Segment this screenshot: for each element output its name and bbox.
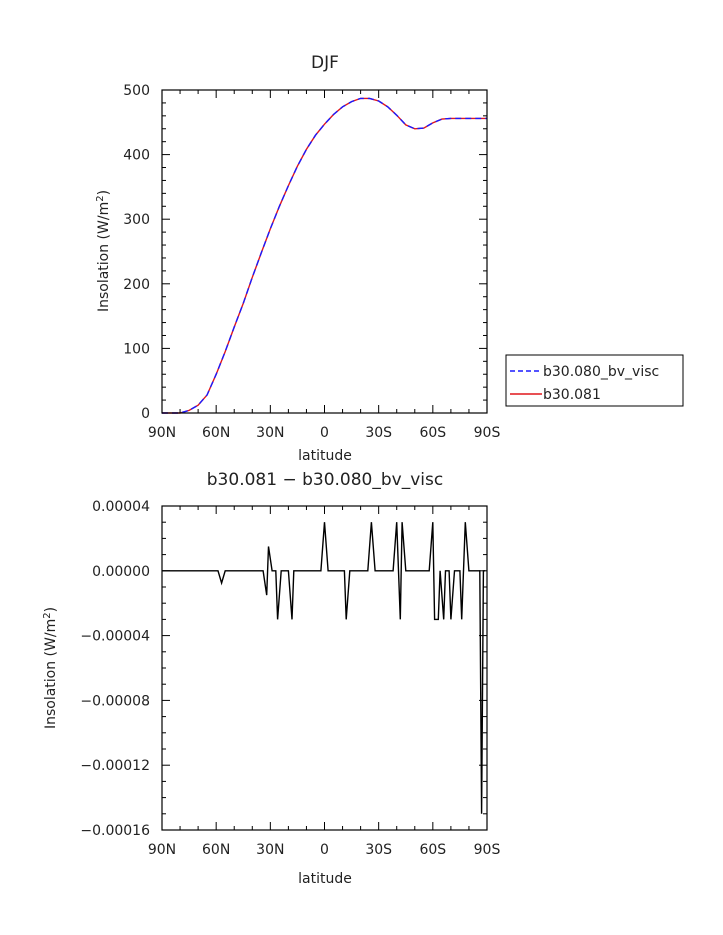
x-tick-label: 90S [474, 842, 501, 858]
x-tick-label: 30N [256, 425, 284, 441]
difference-series-line [162, 522, 486, 814]
y-tick-label: 200 [123, 277, 150, 293]
y-tick-label: 400 [123, 148, 150, 164]
y-tick-label: −0.00004 [80, 629, 150, 645]
x-tick-label: 60S [419, 425, 446, 441]
y-tick-label: 0 [141, 406, 150, 422]
top-x-axis-label: latitude [298, 448, 352, 464]
series-line-b30-080-bv-visc [162, 97, 487, 414]
y-tick-label: 500 [123, 83, 150, 99]
x-tick-label: 30S [365, 842, 392, 858]
x-tick-label: 60N [202, 842, 230, 858]
x-tick-label: 30S [365, 425, 392, 441]
top-y-axis-label: Insolation (W/m2) [95, 190, 113, 312]
y-tick-label: 300 [123, 212, 150, 228]
x-tick-label: 90N [148, 842, 176, 858]
x-tick-label: 30N [256, 842, 284, 858]
y-tick-label: −0.00008 [80, 693, 150, 709]
series-line-b30-081 [162, 97, 487, 414]
y-tick-label: 100 [123, 341, 150, 357]
bottom-x-axis-label: latitude [298, 871, 352, 887]
top-plot-frame [161, 89, 488, 414]
legend: b30.080_bv_visc b30.081 [505, 354, 684, 407]
x-tick-label: 0 [320, 842, 329, 858]
top-plot-series [162, 97, 487, 414]
y-tick-label: −0.00016 [80, 823, 150, 839]
y-tick-label: −0.00012 [80, 758, 150, 774]
top-chart: DJF 90N 60N 30N 0 30S 60S 90S 0 100 200 300 400 500… [95, 53, 501, 464]
top-ticks [161, 89, 488, 414]
bottom-ticks [161, 505, 488, 831]
x-tick-label: 60N [202, 425, 230, 441]
x-tick-label: 90N [148, 425, 176, 441]
bottom-plot-frame [161, 505, 488, 831]
top-y-axis-label-superscript: 2 [95, 195, 106, 201]
top-chart-title: DJF [311, 53, 339, 73]
x-tick-label: 60S [419, 842, 446, 858]
legend-label-b30-080-bv-visc: b30.080_bv_visc [543, 364, 659, 380]
bottom-y-axis-label: Insolation (W/m2) [42, 607, 60, 729]
bottom-chart-title: b30.081 − b30.080_bv_visc [207, 470, 443, 490]
bottom-y-axis-label-superscript: 2 [42, 612, 53, 618]
top-y-tick-labels: 0 100 200 300 400 500 [123, 83, 150, 422]
top-x-tick-labels: 90N 60N 30N 0 30S 60S 90S [148, 425, 501, 441]
bottom-y-tick-labels: 0.00004 0.00000 −0.00004 −0.00008 −0.00012 −0… [80, 499, 150, 839]
y-tick-label: 0.00004 [92, 499, 150, 515]
bottom-plot-series [162, 522, 486, 814]
bottom-chart: b30.081 − b30.080_bv_visc 90N 60N 30N 0 30S 6… [42, 470, 501, 887]
legend-box [505, 354, 684, 407]
bottom-x-tick-labels: 90N 60N 30N 0 30S 60S 90S [148, 842, 501, 858]
y-tick-label: 0.00000 [92, 564, 150, 580]
legend-label-b30-081: b30.081 [543, 387, 601, 403]
x-tick-label: 0 [320, 425, 329, 441]
x-tick-label: 90S [474, 425, 501, 441]
